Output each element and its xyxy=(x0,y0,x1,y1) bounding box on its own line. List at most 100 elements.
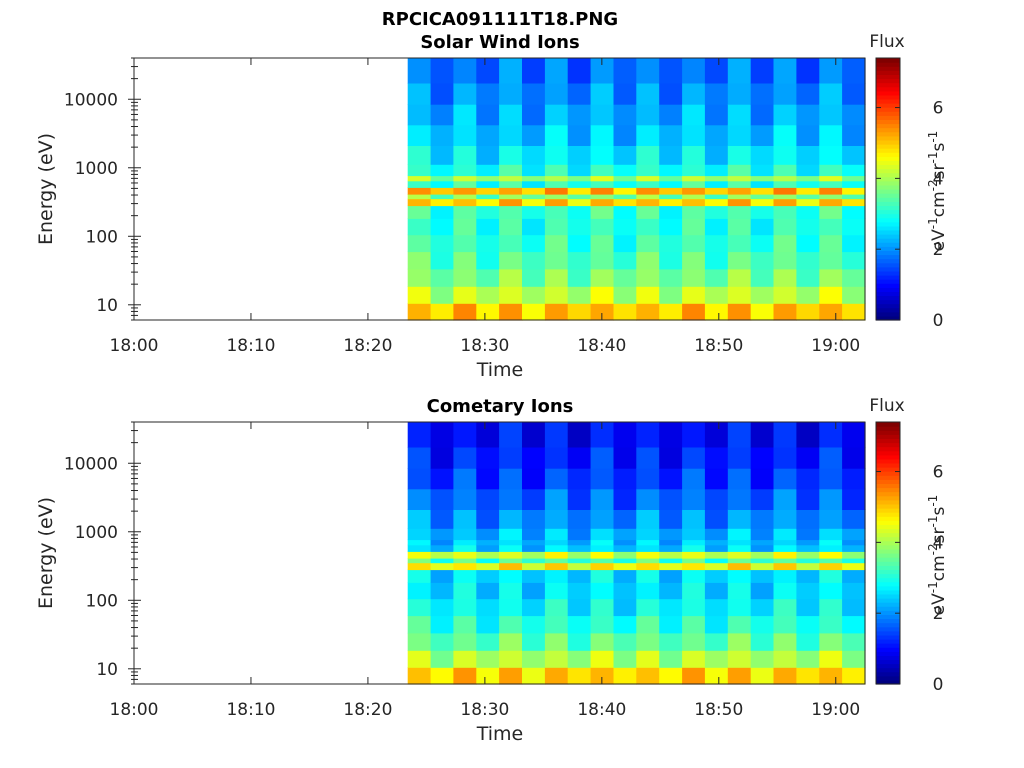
heatmap-cell xyxy=(476,446,500,469)
heatmap-cell xyxy=(682,198,706,207)
colorbar-step xyxy=(876,422,900,427)
heatmap-cell xyxy=(727,82,752,105)
heatmap-cell xyxy=(499,205,523,219)
heatmap-cell xyxy=(522,509,546,529)
colorbar-step xyxy=(876,540,900,546)
heatmap-cell xyxy=(819,539,843,546)
heatmap-cell xyxy=(544,598,569,617)
heatmap-cell xyxy=(499,422,523,448)
heatmap-cell xyxy=(613,488,637,510)
heatmap-cell xyxy=(750,569,775,583)
heatmap-cell xyxy=(499,551,523,559)
heatmap-cell xyxy=(407,194,432,200)
colorbar-step xyxy=(876,246,900,251)
x-tick-label: 19:00 xyxy=(811,336,860,356)
colorbar-step xyxy=(876,528,900,534)
heatmap-cell xyxy=(704,286,729,304)
heatmap-cell xyxy=(636,303,660,321)
heatmap-cell xyxy=(522,145,546,165)
heatmap-cell xyxy=(407,650,432,668)
heatmap-cell xyxy=(590,82,615,105)
heatmap-cell xyxy=(499,562,523,571)
heatmap-cell xyxy=(796,582,820,600)
heatmap-cell xyxy=(636,615,660,634)
heatmap-cell xyxy=(430,251,455,270)
heatmap-cell xyxy=(750,145,775,165)
x-tick-label: 18:10 xyxy=(226,336,275,356)
heatmap-cell xyxy=(704,446,729,469)
heatmap-cell xyxy=(727,615,752,634)
heatmap-cell xyxy=(750,558,775,564)
heatmap-cell xyxy=(407,539,432,546)
heatmap-cell xyxy=(659,551,683,559)
heatmap-cell xyxy=(659,488,683,510)
heatmap-cell xyxy=(819,205,843,219)
colorbar-step xyxy=(876,90,900,96)
axes-box xyxy=(133,421,866,685)
colorbar-step xyxy=(876,626,900,632)
heatmap-cell xyxy=(476,667,500,685)
heatmap-cell xyxy=(773,268,797,287)
heatmap-cell xyxy=(819,164,843,177)
heatmap-cell xyxy=(842,667,866,685)
heatmap-cell xyxy=(750,194,775,200)
heatmap-cell xyxy=(613,164,637,177)
heatmap-cell xyxy=(430,286,455,304)
heatmap-cell xyxy=(682,551,706,559)
colorbar-step xyxy=(876,217,900,223)
heatmap-cell xyxy=(842,509,866,529)
heatmap-cell xyxy=(453,198,477,207)
heatmap-cell xyxy=(819,82,843,105)
heatmap-cell xyxy=(522,551,546,559)
colorbar-step xyxy=(876,634,900,640)
heatmap-cell xyxy=(567,145,592,165)
heatmap-cell xyxy=(544,488,569,510)
heatmap-cell xyxy=(659,446,683,469)
heatmap-cell xyxy=(682,632,706,651)
heatmap-cell xyxy=(567,598,592,617)
heatmap-cell xyxy=(842,164,866,177)
heatmap-cell xyxy=(636,164,660,177)
heatmap-cell xyxy=(704,251,729,270)
heatmap-cell xyxy=(750,175,775,182)
heatmap-cell xyxy=(659,58,683,84)
heatmap-cell xyxy=(682,667,706,685)
heatmap-cell xyxy=(407,509,432,529)
heatmap-cell xyxy=(407,468,432,490)
heatmap-cell xyxy=(659,205,683,219)
heatmap-cell xyxy=(704,615,729,634)
heatmap-cell xyxy=(819,615,843,634)
heatmap-cell xyxy=(659,198,683,207)
heatmap-cell xyxy=(544,164,569,177)
heatmap-cell xyxy=(590,446,615,469)
heatmap-cell xyxy=(842,569,866,583)
heatmap-cell xyxy=(499,194,523,200)
heatmap-cell xyxy=(544,58,569,84)
heatmap-cell xyxy=(704,164,729,177)
heatmap-cell xyxy=(407,175,432,182)
heatmap-cell xyxy=(727,303,752,321)
heatmap-cell xyxy=(590,650,615,668)
heatmap-cell xyxy=(544,446,569,469)
colorbar-tick-label: 6 xyxy=(933,463,944,483)
heatmap-cell xyxy=(682,539,706,546)
heatmap-cell xyxy=(499,468,523,490)
heatmap-cell xyxy=(544,180,569,188)
heatmap-cell xyxy=(819,145,843,165)
heatmap-cell xyxy=(819,598,843,617)
heatmap-cell xyxy=(682,422,706,448)
heatmap-cell xyxy=(704,488,729,510)
heatmap-cell xyxy=(727,187,752,195)
heatmap-cell xyxy=(407,488,432,510)
colorbar-step xyxy=(876,581,900,587)
colorbar-step xyxy=(876,201,900,206)
heatmap-cell xyxy=(727,198,752,207)
heatmap-cell xyxy=(590,218,615,236)
y-axis-title: Energy (eV) xyxy=(35,133,57,245)
colorbar-step xyxy=(876,679,900,685)
colorbar-step xyxy=(876,172,900,178)
heatmap-cell xyxy=(476,582,500,600)
colorbar-step xyxy=(876,58,900,63)
heatmap-cell xyxy=(773,569,797,583)
heatmap-cell xyxy=(590,164,615,177)
